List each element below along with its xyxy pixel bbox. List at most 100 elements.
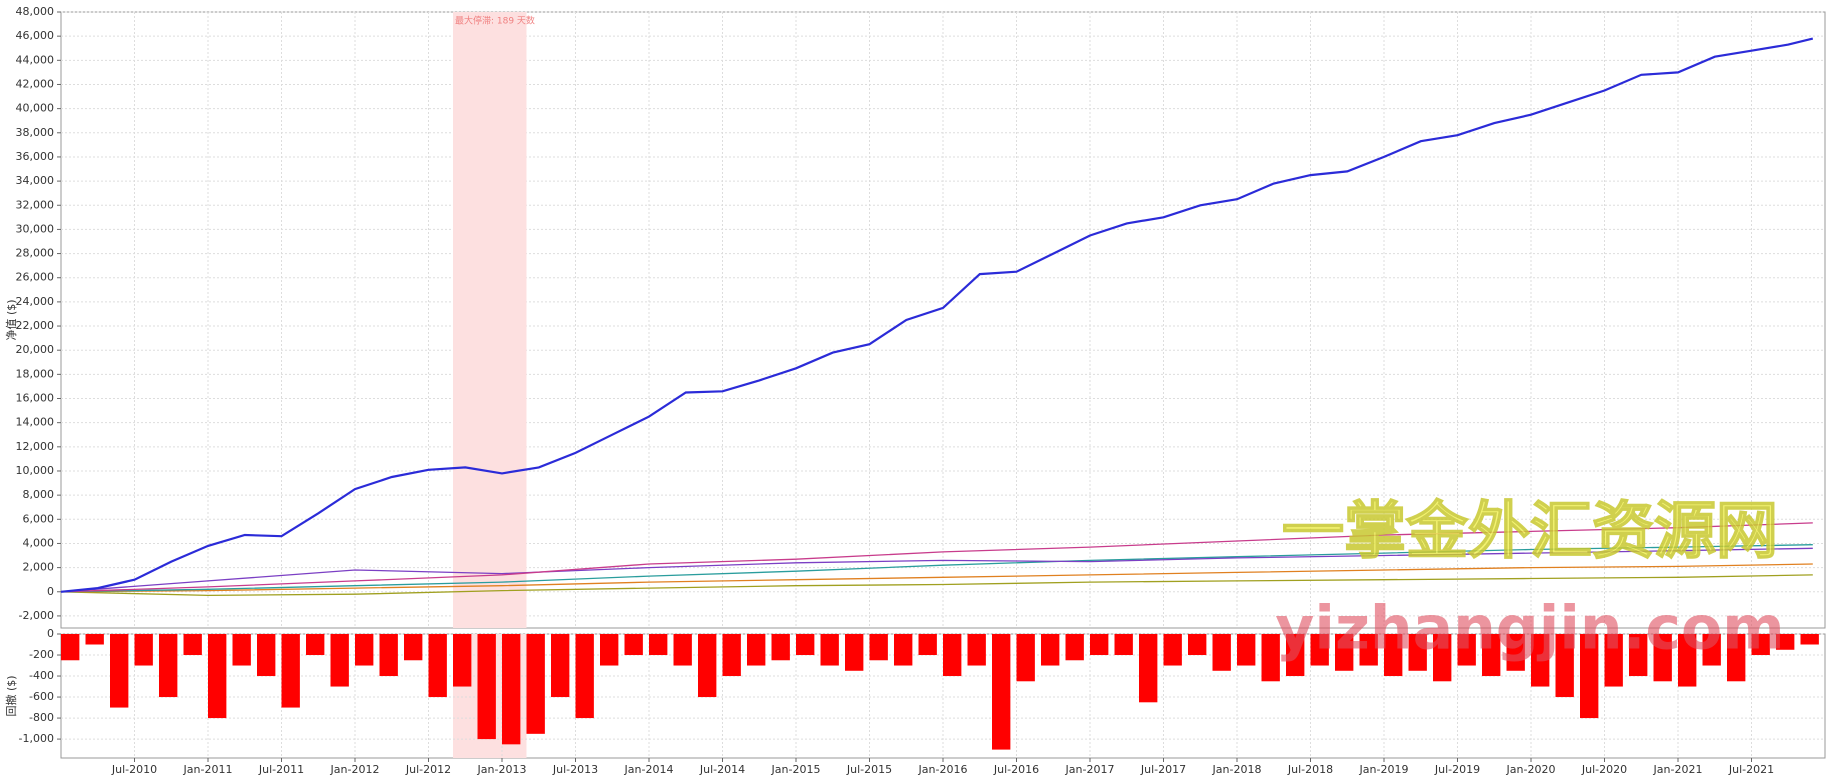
y-tick-label: -200 <box>29 648 54 661</box>
drawdown-bar <box>1384 634 1403 677</box>
y-tick-label: 4,000 <box>23 536 55 549</box>
drawdown-bar <box>1800 634 1819 645</box>
drawdown-bar <box>183 634 202 656</box>
x-tick-label: Jan-2017 <box>1065 763 1115 776</box>
equity-line <box>60 544 1813 593</box>
drawdown-bar <box>1408 634 1427 671</box>
drawdown-bar <box>747 634 766 666</box>
y-tick-label: 0 <box>47 627 54 640</box>
x-tick-label: Jan-2015 <box>771 763 821 776</box>
x-tick-label: Jul-2017 <box>1140 763 1186 776</box>
x-tick-label: Jan-2018 <box>1212 763 1262 776</box>
y-tick-label: -2,000 <box>19 609 54 622</box>
drawdown-bar <box>1531 634 1550 687</box>
drawdown-bar <box>796 634 815 656</box>
y-tick-label: 34,000 <box>16 174 55 187</box>
drawdown-bar <box>1359 634 1378 666</box>
y-tick-label: -1,000 <box>19 732 54 745</box>
y-tick-label: 14,000 <box>16 416 55 429</box>
drawdown-bar <box>1065 634 1084 661</box>
drawdown-bar <box>1776 634 1795 650</box>
drawdown-bar <box>1433 634 1452 682</box>
drawdown-bar <box>355 634 374 666</box>
drawdown-bar <box>330 634 349 687</box>
drawdown-bar <box>1261 634 1280 682</box>
drawdown-bar <box>1041 634 1060 666</box>
y-tick-label: 10,000 <box>16 464 55 477</box>
x-tick-label: Jan-2021 <box>1653 763 1703 776</box>
drawdown-bar <box>1702 634 1721 666</box>
x-tick-label: Jan-2012 <box>330 763 380 776</box>
x-tick-label: Jul-2013 <box>552 763 598 776</box>
drawdown-bar <box>869 634 888 661</box>
equity-line <box>60 547 1813 593</box>
drawdown-bar <box>281 634 300 708</box>
equity-line <box>60 522 1813 593</box>
y-tick-label: 2,000 <box>23 561 55 574</box>
y-tick-label: 6,000 <box>23 512 55 525</box>
drawdown-bar <box>1139 634 1158 703</box>
y-tick-label: 48,000 <box>16 5 55 18</box>
drawdown-bar <box>1090 634 1109 656</box>
x-tick-label: Jan-2011 <box>183 763 233 776</box>
drawdown-bar <box>526 634 545 734</box>
drawdown-bar <box>649 634 668 656</box>
watermark: yizhangjin.com <box>1275 594 1784 664</box>
y-tick-label: -400 <box>29 669 54 682</box>
drawdown-bar <box>428 634 447 698</box>
drawdown-bar <box>477 634 496 740</box>
drawdown-bar <box>1604 634 1623 687</box>
drawdown-bar <box>967 634 986 666</box>
x-tick-label: Jan-2013 <box>477 763 527 776</box>
watermark: 一掌金外汇资源网 <box>1282 494 1778 567</box>
y-tick-label: 18,000 <box>16 367 55 380</box>
drawdown-bar <box>306 634 325 656</box>
y-tick-label: 16,000 <box>16 392 55 405</box>
drawdown-bar <box>845 634 864 671</box>
drawdown-bar <box>502 634 521 745</box>
y-tick-label: 38,000 <box>16 126 55 139</box>
y-tick-label: 46,000 <box>16 29 55 42</box>
layer: -2,000 0 2,000 4,000 6,000 8,000 10,000 12,000 1… <box>4 5 1825 776</box>
drawdown-bar <box>453 634 472 687</box>
annotation-text: 最大停滞: 189 天数 <box>455 15 535 27</box>
drawdown-bar <box>110 634 129 708</box>
drawdown-bar <box>1212 634 1231 671</box>
drawdown-bar <box>1335 634 1354 671</box>
drawdown-bar <box>575 634 594 719</box>
drawdown-bar <box>1629 634 1648 677</box>
x-tick-label: Jul-2020 <box>1581 763 1627 776</box>
drawdown-bar <box>1751 634 1770 656</box>
drawdown-bar <box>600 634 619 666</box>
x-tick-label: Jul-2021 <box>1728 763 1774 776</box>
drawdown-bar <box>1163 634 1182 666</box>
drawdown-bar <box>1580 634 1599 719</box>
drawdown-bar <box>673 634 692 666</box>
drawdown-bar <box>1555 634 1574 698</box>
equity-line <box>60 563 1813 593</box>
drawdown-bar <box>1678 634 1697 687</box>
drawdown-bar <box>1188 634 1207 656</box>
x-tick-label: Jan-2016 <box>918 763 968 776</box>
drawdown-bar <box>1482 634 1501 677</box>
drawdown-bar <box>404 634 423 661</box>
drawdown-bar <box>551 634 570 698</box>
drawdown-bar <box>257 634 276 677</box>
x-tick-label: Jan-2020 <box>1506 763 1556 776</box>
y-tick-label: 44,000 <box>16 53 55 66</box>
y-tick-label: 32,000 <box>16 198 55 211</box>
drawdown-bar <box>1286 634 1305 677</box>
x-tick-label: Jul-2012 <box>405 763 451 776</box>
y-tick-label: 20,000 <box>16 343 55 356</box>
drawdown-bar <box>1506 634 1525 671</box>
y-tick-label: 40,000 <box>16 102 55 115</box>
drawdown-bar <box>159 634 178 698</box>
drawdown-bar <box>1727 634 1746 682</box>
y-tick-label: 8,000 <box>23 488 55 501</box>
y-tick-label: -600 <box>29 690 54 703</box>
equity-line <box>60 574 1813 597</box>
drawdown-bar <box>134 634 153 666</box>
drawdown-bar <box>1016 634 1035 682</box>
drawdown-bar <box>992 634 1011 750</box>
